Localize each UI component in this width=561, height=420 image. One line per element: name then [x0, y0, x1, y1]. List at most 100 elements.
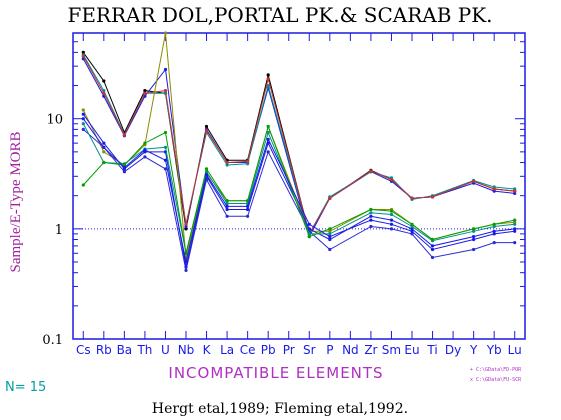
data-point: [163, 89, 168, 93]
x-tick-label-pr: Pr: [283, 343, 295, 357]
data-point: [81, 50, 85, 55]
data-point: [307, 235, 311, 239]
y-axis-label: Sample/E-Type MORB: [8, 131, 24, 272]
data-point: [430, 247, 435, 252]
data-point: [369, 218, 373, 222]
data-point: [369, 214, 373, 218]
data-point: [430, 237, 435, 242]
data-point: [122, 163, 126, 167]
chart-title: FERRAR DOL,PORTAL PK.& SCARAB PK.: [67, 3, 492, 27]
data-point: [225, 160, 229, 165]
data-point: [81, 108, 85, 112]
axis-ticks: 0.1 1 10 Cs Rb Ba Th U Nb K La Ce Pb Pr Sr P Nd Zr Sm Eu Ti D…: [42, 32, 525, 357]
data-point: [81, 54, 85, 58]
x-tick-label-sr: Sr: [303, 343, 316, 357]
data-point: [389, 227, 394, 231]
data-point: [430, 244, 435, 248]
data-point: [266, 124, 270, 129]
data-point: [389, 209, 394, 213]
data-point: [266, 150, 270, 154]
data-point: [492, 224, 496, 229]
data-point: [513, 222, 517, 226]
data-point: [328, 237, 332, 242]
data-point: [328, 229, 332, 233]
data-point: [410, 222, 414, 226]
data-point: [513, 241, 517, 245]
data-point: [266, 77, 270, 81]
data-point: [184, 222, 188, 226]
x-tick-label-p: P: [326, 343, 333, 357]
data-point: [328, 235, 332, 239]
data-point: [369, 224, 373, 229]
data-point: [163, 158, 168, 162]
data-point: [513, 229, 517, 233]
data-point: [246, 214, 250, 218]
data-point: [143, 89, 147, 93]
data-point: [204, 124, 209, 129]
data-point: [225, 163, 229, 167]
data-point: [225, 204, 229, 208]
data-point: [184, 224, 188, 229]
x-tick-label-nb: Nb: [178, 343, 195, 357]
source-citation: Hergt etal,1989; Fleming etal,1992.: [152, 401, 408, 417]
data-point: [492, 232, 496, 236]
data-point: [81, 183, 85, 187]
data-point: [163, 67, 168, 72]
data-point: [266, 73, 270, 77]
x-tick-label-nd: Nd: [342, 343, 359, 357]
data-point: [143, 141, 147, 145]
x-tick-label-sm: Sm: [382, 343, 401, 357]
x-tick-label-cs: Cs: [76, 343, 91, 357]
data-point: [81, 112, 85, 116]
y-tick-label: 0.1: [42, 333, 63, 348]
data-point: [328, 196, 332, 200]
data-point: [410, 229, 414, 233]
data-point: [246, 162, 250, 166]
data-point: [492, 187, 496, 191]
legend-entry-fd-por: + C:\GData\FD-POR: [470, 367, 522, 373]
data-point: [184, 251, 188, 255]
series-line-8: [82, 123, 515, 254]
data-point: [410, 232, 414, 236]
data-point: [163, 31, 168, 35]
legend-entry-fu-scr: x C:\GData\FU-SCR: [470, 377, 522, 383]
x-tick-label-pb: Pb: [261, 343, 276, 357]
data-point: [410, 227, 414, 231]
data-point: [122, 166, 126, 170]
data-point: [513, 189, 517, 193]
data-point: [246, 159, 250, 163]
data-point: [472, 235, 476, 239]
data-point: [389, 178, 394, 182]
data-point: [81, 122, 85, 126]
data-point: [225, 214, 229, 218]
data-point: [246, 204, 250, 208]
sample-count-label: N= 15: [5, 380, 46, 395]
data-point: [143, 91, 147, 95]
x-tick-label-ba: Ba: [117, 343, 133, 357]
data-point: [492, 229, 496, 233]
data-point: [102, 79, 106, 83]
y-tick-label: 10: [46, 113, 63, 128]
x-tick-label-th: Th: [136, 343, 152, 357]
data-point: [143, 148, 147, 152]
data-point: [513, 227, 517, 231]
data-point: [246, 199, 250, 203]
data-point: [513, 218, 517, 222]
data-point: [328, 232, 332, 236]
x-tick-label-y: Y: [469, 343, 478, 357]
data-point: [184, 260, 188, 264]
data-point: [472, 179, 476, 183]
x-tick-label-eu: Eu: [404, 343, 419, 357]
x-tick-label-rb: Rb: [96, 343, 112, 357]
data-point: [204, 129, 209, 133]
data-point: [472, 247, 476, 252]
data-point: [430, 255, 435, 260]
data-point: [389, 218, 394, 222]
data-point: [81, 127, 85, 131]
x-tick-label-yb: Yb: [486, 343, 502, 357]
x-tick-label-k: K: [203, 343, 212, 357]
data-point: [369, 169, 373, 173]
data-point: [389, 222, 394, 226]
data-point: [246, 207, 250, 212]
